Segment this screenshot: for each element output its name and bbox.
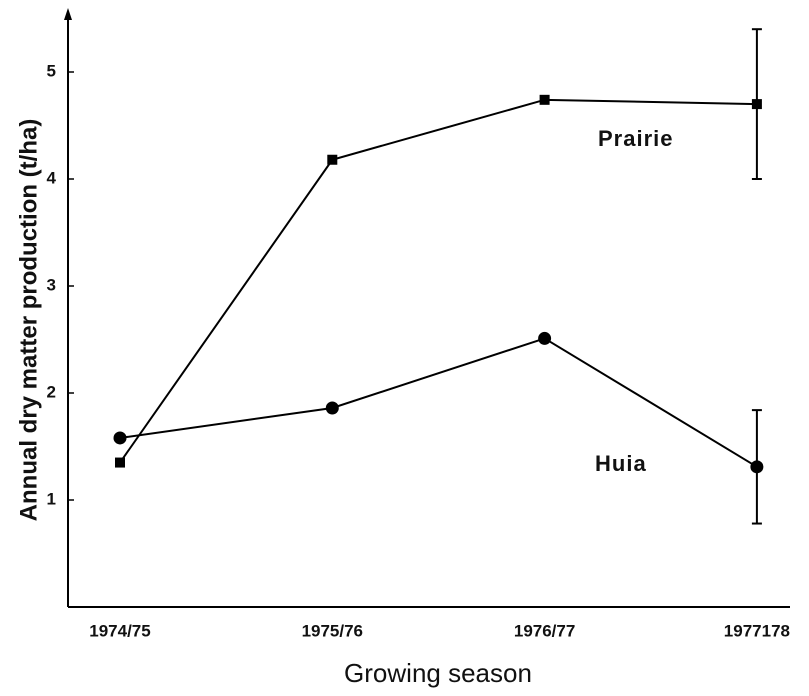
x-tick-label: 1975/76: [302, 621, 363, 640]
y-tick-label: 4: [47, 168, 57, 187]
y-tick-label: 1: [47, 489, 56, 508]
marker: [327, 154, 338, 165]
x-tick-label: 1974/75: [89, 621, 150, 640]
x-axis-label: Growing season: [344, 658, 532, 688]
x-tick-label: 1977178: [724, 621, 790, 640]
series-line: [119, 337, 758, 468]
marker: [113, 431, 127, 445]
y-tick-label: 3: [47, 275, 56, 294]
marker: [115, 457, 125, 468]
marker: [538, 331, 552, 345]
y-tick-label: 2: [47, 382, 56, 401]
y-axis-arrow: [64, 8, 72, 20]
marker: [325, 401, 339, 415]
x-tick-label: 1976/77: [514, 621, 575, 640]
y-tick-label: 5: [47, 61, 56, 80]
marker: [539, 94, 550, 105]
marker: [751, 99, 762, 110]
y-axis-label: Annual dry matter production (t/ha): [15, 119, 42, 522]
series-label: Prairie: [598, 126, 674, 151]
series-line: [119, 98, 757, 464]
marker: [750, 460, 764, 474]
series-label: Huia: [595, 451, 647, 476]
